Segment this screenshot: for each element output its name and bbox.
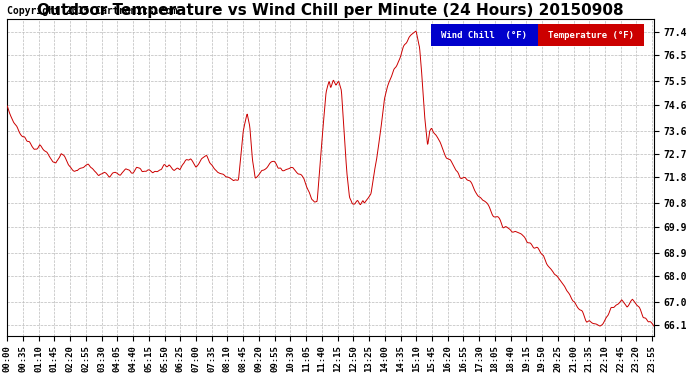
Text: Copyright 2015 Cartronics.com: Copyright 2015 Cartronics.com: [8, 6, 177, 16]
Text: Temperature (°F): Temperature (°F): [548, 31, 634, 40]
FancyBboxPatch shape: [431, 24, 538, 46]
Title: Outdoor Temperature vs Wind Chill per Minute (24 Hours) 20150908: Outdoor Temperature vs Wind Chill per Mi…: [37, 3, 624, 18]
Text: Wind Chill  (°F): Wind Chill (°F): [441, 31, 527, 40]
FancyBboxPatch shape: [538, 24, 644, 46]
